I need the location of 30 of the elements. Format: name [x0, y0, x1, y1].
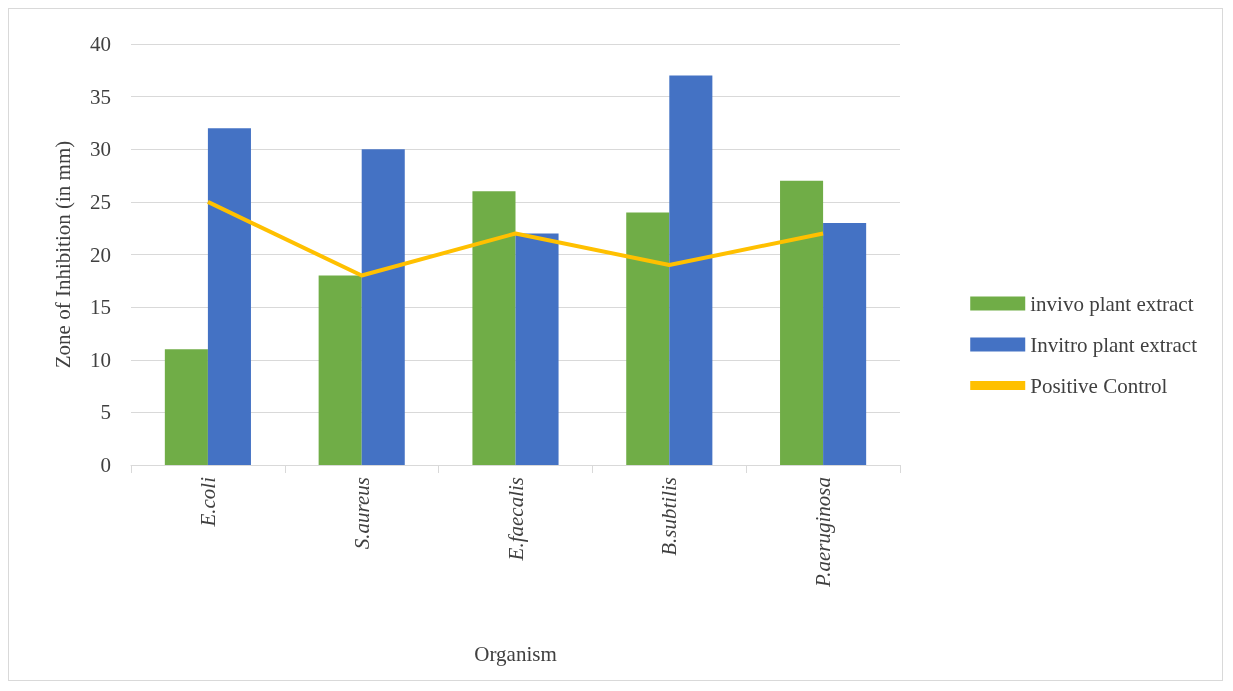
- bar: [515, 233, 559, 465]
- bar: [780, 180, 824, 465]
- y-tick-label: 25: [90, 189, 111, 214]
- line-series: [205, 199, 826, 278]
- y-tick-label: 40: [90, 32, 111, 56]
- y-axis-title: Zone of Inhibition (in mm): [50, 140, 75, 369]
- bar: [207, 128, 251, 465]
- bar: [823, 222, 867, 465]
- bar: [669, 75, 713, 465]
- x-tick-label: E.faecalis: [503, 477, 528, 562]
- x-tick-label: P.aeruginosa: [811, 477, 836, 588]
- x-tick-label: B.subtilis: [657, 477, 682, 556]
- bar: [318, 275, 362, 465]
- x-axis-title: Organism: [474, 641, 557, 666]
- y-tick-label: 10: [90, 347, 111, 372]
- y-tick-label: 35: [90, 84, 111, 109]
- legend-label: Invitro plant extract: [1030, 332, 1198, 357]
- y-tick-label: 30: [90, 137, 111, 162]
- y-tick-label: 15: [90, 295, 111, 320]
- x-tick-label: S.aureus: [349, 477, 374, 550]
- legend-label: invivo plant extract: [1030, 291, 1194, 316]
- bar: [361, 149, 405, 465]
- bar: [626, 212, 670, 465]
- bar: [164, 349, 208, 465]
- bar: [472, 191, 516, 465]
- x-tick-label: E.coli: [195, 476, 220, 528]
- y-tick-label: 0: [100, 453, 111, 477]
- y-tick-label: 20: [90, 242, 111, 267]
- legend-label: Positive Control: [1030, 373, 1168, 398]
- y-tick-label: 5: [100, 400, 111, 425]
